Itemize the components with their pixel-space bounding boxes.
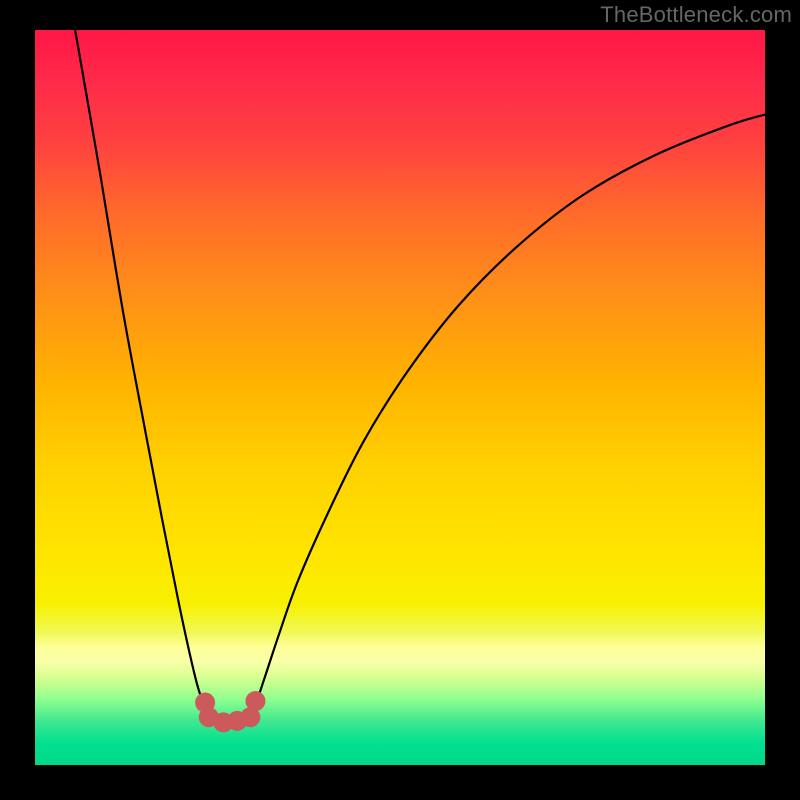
watermark-text: TheBottleneck.com bbox=[600, 2, 792, 28]
chart-container: TheBottleneck.com bbox=[0, 0, 800, 800]
bottleneck-chart bbox=[0, 0, 800, 800]
data-marker bbox=[245, 691, 265, 711]
plot-area bbox=[35, 30, 765, 765]
